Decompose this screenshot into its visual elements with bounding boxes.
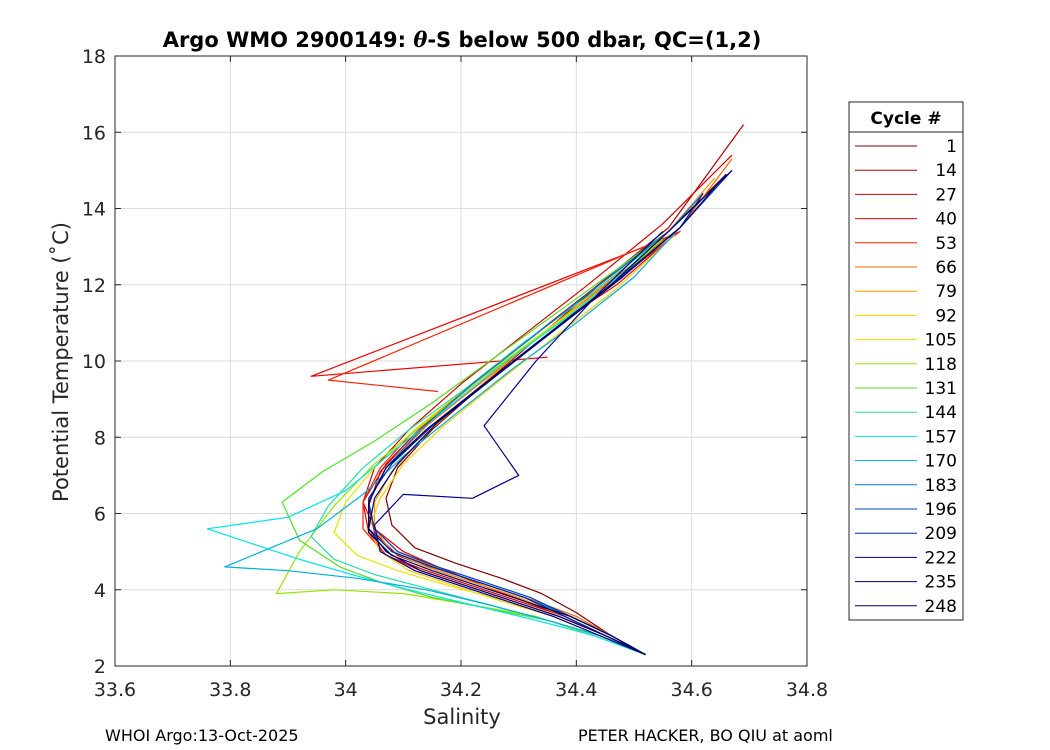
y-tick-label: 10 <box>82 351 106 373</box>
legend: Cycle # 1 14 27 40 53 66 79 92 105 118 131 144 157 17… <box>848 101 964 621</box>
legend-label-cycle-235: 235 <box>925 573 957 593</box>
x-tick-label: 34.6 <box>671 679 713 701</box>
legend-label-cycle-92: 92 <box>935 306 957 326</box>
series-line-cycle-183 <box>368 192 704 656</box>
legend-label-cycle-170: 170 <box>925 452 957 472</box>
series-line-cycle-196 <box>368 169 733 656</box>
x-tick-label: 33.8 <box>209 679 251 701</box>
series-line-cycle-157 <box>206 230 670 656</box>
legend-label-cycle-157: 157 <box>925 427 957 447</box>
legend-label-cycle-105: 105 <box>925 331 957 351</box>
legend-label-cycle-183: 183 <box>925 476 957 496</box>
legend-label-cycle-209: 209 <box>925 524 957 544</box>
x-tick-label: 34 <box>334 679 358 701</box>
series-line-cycle-118 <box>275 238 664 656</box>
legend-label-cycle-144: 144 <box>925 403 957 423</box>
y-tick-label: 14 <box>82 199 106 221</box>
series-line-cycle-131 <box>281 234 664 656</box>
legend-label-cycle-118: 118 <box>925 355 957 375</box>
legend-title: Cycle # <box>870 109 941 129</box>
series-line-cycle-209 <box>368 192 704 656</box>
axis-ticks: 33.6 33.8 34 34.2 34.4 34.6 34.8 2 4 6 8 10 12 14 16 18 <box>82 46 828 701</box>
legend-label-cycle-66: 66 <box>935 258 957 278</box>
series-line-cycle-248 <box>368 169 733 656</box>
legend-label-cycle-196: 196 <box>925 500 957 520</box>
x-tick-label: 33.6 <box>94 679 136 701</box>
legend-label-cycle-1: 1 <box>946 137 957 157</box>
footer-left: WHOI Argo:13-Oct-2025 <box>105 726 299 745</box>
y-tick-label: 12 <box>82 275 106 297</box>
legend-label-cycle-131: 131 <box>925 379 957 399</box>
y-tick-label: 2 <box>94 656 106 678</box>
series-line-cycle-1 <box>385 173 727 656</box>
y-tick-label: 16 <box>82 122 106 144</box>
legend-label-cycle-40: 40 <box>935 210 957 230</box>
footer-right: PETER HACKER, BO QIU at aoml <box>578 726 833 745</box>
x-tick-label: 34.4 <box>555 679 597 701</box>
y-tick-label: 6 <box>94 504 106 526</box>
y-axis-label: Potential Temperature (˚C) <box>49 222 73 502</box>
legend-label-cycle-222: 222 <box>925 548 957 568</box>
x-tick-label: 34.8 <box>786 679 828 701</box>
legend-label-cycle-14: 14 <box>935 161 957 181</box>
legend-label-cycle-79: 79 <box>935 282 957 302</box>
y-tick-label: 4 <box>94 580 106 602</box>
grid-lines <box>115 56 807 666</box>
plot-area <box>206 124 745 656</box>
legend-label-cycle-248: 248 <box>925 597 957 617</box>
series-line-cycle-144 <box>310 246 652 656</box>
x-axis-label: Salinity <box>423 705 501 729</box>
series-line-cycle-235 <box>368 173 727 656</box>
y-tick-label: 18 <box>82 46 106 68</box>
series-line-cycle-222 <box>373 230 664 656</box>
x-tick-label: 34.2 <box>440 679 482 701</box>
series-line-cycle-79 <box>373 177 716 656</box>
legend-label-cycle-53: 53 <box>935 234 957 254</box>
chart-title: Argo WMO 2900149: θ-S below 500 dbar, QC… <box>163 27 762 52</box>
legend-label-cycle-27: 27 <box>935 185 957 205</box>
series-line-cycle-27 <box>362 154 733 656</box>
series-line-cycle-170 <box>224 227 681 656</box>
y-tick-label: 8 <box>94 427 106 449</box>
legend-entries: 1 14 27 40 53 66 79 92 105 118 131 144 157 170 183 196 2… <box>855 137 957 617</box>
